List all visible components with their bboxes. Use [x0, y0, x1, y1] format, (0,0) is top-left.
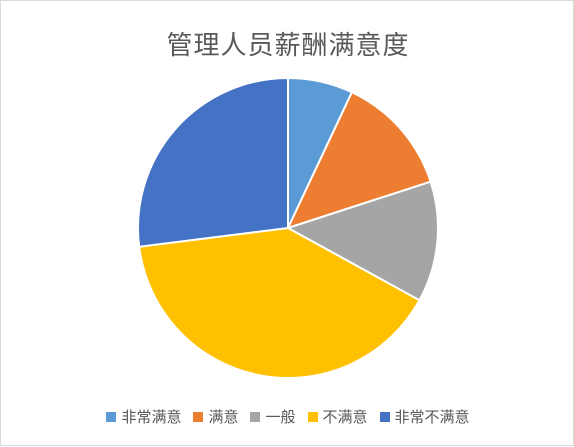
- legend-item: 非常不满意: [379, 406, 470, 427]
- legend-swatch: [307, 411, 318, 422]
- chart-title: 管理人员薪酬满意度: [166, 31, 410, 61]
- legend-item: 不满意: [307, 406, 368, 427]
- legend-label: 非常满意: [121, 408, 182, 426]
- pie-slice-4: [138, 227, 421, 379]
- legend-label: 非常不满意: [394, 408, 470, 426]
- legend-label: 满意: [208, 408, 239, 426]
- legend-label: 不满意: [322, 408, 368, 426]
- pie-slice-2: [287, 91, 432, 229]
- legend-item: 一般: [250, 406, 296, 427]
- pie-slice-3: [287, 180, 439, 302]
- legend-swatch: [250, 411, 261, 422]
- legend-item: 非常满意: [106, 406, 181, 427]
- legend-swatch: [193, 411, 204, 422]
- pie-slice-5: [137, 77, 289, 248]
- legend-swatch: [379, 411, 390, 422]
- legend-item: 满意: [193, 406, 238, 427]
- legend-swatch: [106, 411, 117, 422]
- legend: 非常满意 满意 一般 不满意 非常不满意: [1, 406, 574, 427]
- legend-label: 一般: [265, 408, 296, 426]
